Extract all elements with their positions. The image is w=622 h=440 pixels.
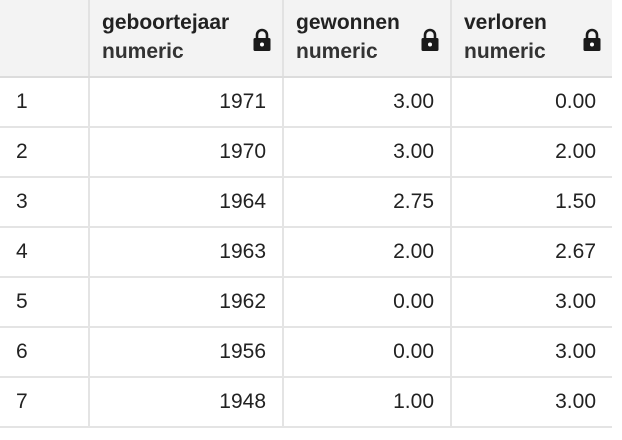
row-number[interactable]: 4 xyxy=(0,227,90,278)
column-name: verloren xyxy=(464,11,547,34)
column-type: numeric xyxy=(464,40,546,63)
column-header-geboortejaar[interactable]: geboortejaar numeric xyxy=(89,0,284,78)
row-number[interactable]: 7 xyxy=(0,377,90,428)
cell-geboortejaar[interactable]: 1971 xyxy=(89,77,284,128)
cell-geboortejaar[interactable]: 1970 xyxy=(89,127,284,178)
row-number[interactable]: 5 xyxy=(0,277,90,328)
column-name: gewonnen xyxy=(296,11,400,34)
row-number[interactable]: 6 xyxy=(0,327,90,378)
table-row[interactable]: 5 1962 0.00 3.00 xyxy=(0,277,612,328)
cell-gewonnen[interactable]: 0.00 xyxy=(283,327,452,378)
row-number[interactable]: 3 xyxy=(0,177,90,228)
cell-verloren[interactable]: 3.00 xyxy=(451,277,612,328)
results-table: geboortejaar numeric gewonnen numeric xyxy=(0,0,612,428)
row-number-header[interactable] xyxy=(0,0,90,78)
table-row[interactable]: 6 1956 0.00 3.00 xyxy=(0,327,612,378)
cell-gewonnen[interactable]: 2.00 xyxy=(283,227,452,278)
table-row[interactable]: 7 1948 1.00 3.00 xyxy=(0,377,612,428)
cell-verloren[interactable]: 2.00 xyxy=(451,127,612,178)
cell-gewonnen[interactable]: 3.00 xyxy=(283,127,452,178)
cell-verloren[interactable]: 3.00 xyxy=(451,377,612,428)
lock-icon xyxy=(421,28,439,51)
table-row[interactable]: 2 1970 3.00 2.00 xyxy=(0,127,612,178)
cell-gewonnen[interactable]: 2.75 xyxy=(283,177,452,228)
table-row[interactable]: 3 1964 2.75 1.50 xyxy=(0,177,612,228)
table-header: geboortejaar numeric gewonnen numeric xyxy=(0,0,612,78)
cell-verloren[interactable]: 3.00 xyxy=(451,327,612,378)
cell-verloren[interactable]: 2.67 xyxy=(451,227,612,278)
column-type: numeric xyxy=(102,40,184,63)
cell-gewonnen[interactable]: 0.00 xyxy=(283,277,452,328)
cell-geboortejaar[interactable]: 1948 xyxy=(89,377,284,428)
column-header-verloren[interactable]: verloren numeric xyxy=(451,0,612,78)
lock-icon xyxy=(253,28,271,51)
cell-gewonnen[interactable]: 1.00 xyxy=(283,377,452,428)
row-number[interactable]: 2 xyxy=(0,127,90,178)
column-name: geboortejaar xyxy=(102,11,230,34)
cell-geboortejaar[interactable]: 1963 xyxy=(89,227,284,278)
table-row[interactable]: 4 1963 2.00 2.67 xyxy=(0,227,612,278)
cell-verloren[interactable]: 1.50 xyxy=(451,177,612,228)
cell-geboortejaar[interactable]: 1956 xyxy=(89,327,284,378)
cell-gewonnen[interactable]: 3.00 xyxy=(283,77,452,128)
table-row[interactable]: 1 1971 3.00 0.00 xyxy=(0,77,612,128)
row-number[interactable]: 1 xyxy=(0,77,90,128)
cell-geboortejaar[interactable]: 1962 xyxy=(89,277,284,328)
column-header-gewonnen[interactable]: gewonnen numeric xyxy=(283,0,452,78)
header-row: geboortejaar numeric gewonnen numeric xyxy=(0,0,612,78)
cell-geboortejaar[interactable]: 1964 xyxy=(89,177,284,228)
table-body: 1 1971 3.00 0.00 2 1970 3.00 2.00 3 1964… xyxy=(0,77,612,428)
cell-verloren[interactable]: 0.00 xyxy=(451,77,612,128)
lock-icon xyxy=(583,28,601,51)
column-type: numeric xyxy=(296,40,378,63)
